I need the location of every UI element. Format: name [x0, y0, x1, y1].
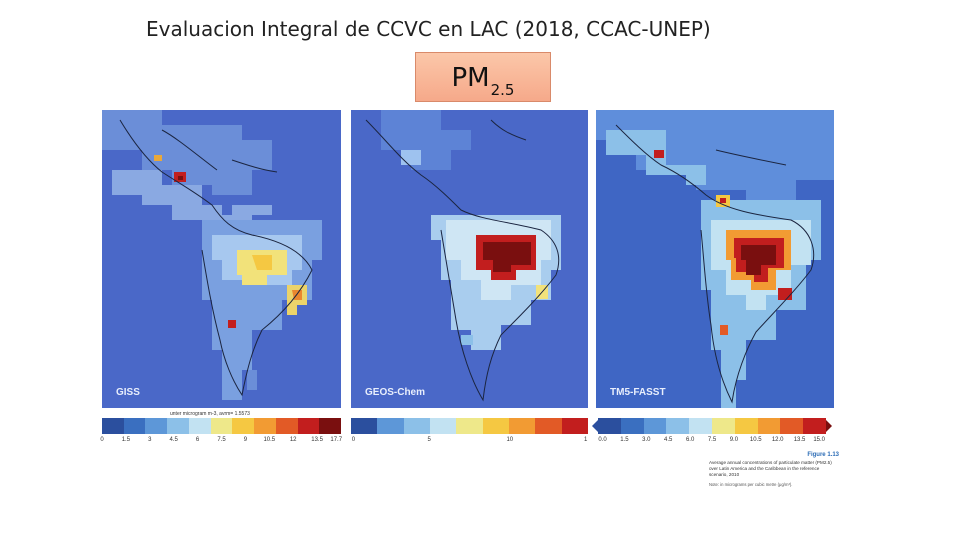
panel-label-tm5-fasst: TM5-FASST: [610, 387, 666, 398]
tick: 9: [243, 437, 248, 443]
giss-unit-note: unter microgram m-3, avrm= 1.5573: [170, 411, 250, 417]
tick: 4.5: [664, 437, 673, 443]
tick: 12: [289, 437, 297, 443]
tick: 5: [427, 437, 431, 443]
tick: 6: [195, 437, 200, 443]
tick: 6.0: [685, 437, 695, 443]
tick: 10: [506, 437, 514, 443]
map-panel-giss: GISS: [102, 110, 341, 408]
tick: 0: [100, 437, 104, 443]
tick: 10.5: [263, 437, 276, 443]
tick: 17.7: [330, 437, 343, 443]
geos-chem-map: [351, 110, 588, 408]
tick: 9.0: [729, 437, 739, 443]
colorbar-ticks-giss: 0 1.5 3 4.5 6 7.5 9 10.5 12 13.5 17.7: [100, 437, 343, 447]
colorbar-tm5-fasst: [598, 418, 826, 434]
tick: 1.5: [620, 437, 629, 443]
figure-caption-block: Figure 1.13 Average annual concentration…: [709, 452, 839, 488]
colorbar-arrow-left-icon: [592, 420, 598, 432]
map-panel-tm5-fasst: TM5-FASST: [596, 110, 834, 408]
pm-label: PM: [451, 63, 490, 93]
slide-title: Evaluacion Integral de CCVC en LAC (2018…: [146, 17, 711, 41]
tick: 13.5: [311, 437, 323, 443]
panel-label-geos-chem: GEOS-Chem: [365, 387, 426, 398]
colorbar-ticks-geos-chem: 0 5 10 1: [351, 437, 588, 447]
tick: 0.0: [598, 437, 607, 443]
tick: 3.0: [642, 437, 651, 443]
tick: 0: [351, 437, 356, 443]
tick: 13.5: [793, 437, 806, 443]
tick: 1: [583, 437, 588, 443]
figure-caption: Average annual concentrations of particu…: [709, 460, 832, 477]
tick: 1.5: [121, 437, 131, 443]
figure-note: Note: in micrograms per cubic metre (μg/…: [709, 482, 793, 487]
pm25-label-box: PM2.5: [415, 52, 551, 102]
figure-number: Figure 1.13: [807, 452, 839, 458]
pm-subscript: 2.5: [490, 81, 515, 99]
colorbar-giss: [102, 418, 342, 434]
tick: 7.5: [217, 437, 226, 443]
giss-map: [102, 110, 341, 408]
colorbar-geos-chem: [351, 418, 588, 434]
colorbar-ticks-tm5-fasst: 0.0 1.5 3.0 4.5 6.0 7.5 9.0 10.5 12.0 13…: [598, 437, 826, 447]
panel-label-giss: GISS: [116, 387, 140, 398]
tick: 10.5: [749, 437, 762, 443]
tick: 7.5: [707, 437, 717, 443]
colorbar-arrow-right-icon: [826, 420, 832, 432]
tick: 4.5: [169, 437, 178, 443]
tick: 3: [148, 437, 152, 443]
tm5-fasst-map: [596, 110, 834, 408]
map-panel-geos-chem: GEOS-Chem: [351, 110, 588, 408]
tick: 12.0: [771, 437, 784, 443]
tick: 15.0: [813, 437, 825, 443]
